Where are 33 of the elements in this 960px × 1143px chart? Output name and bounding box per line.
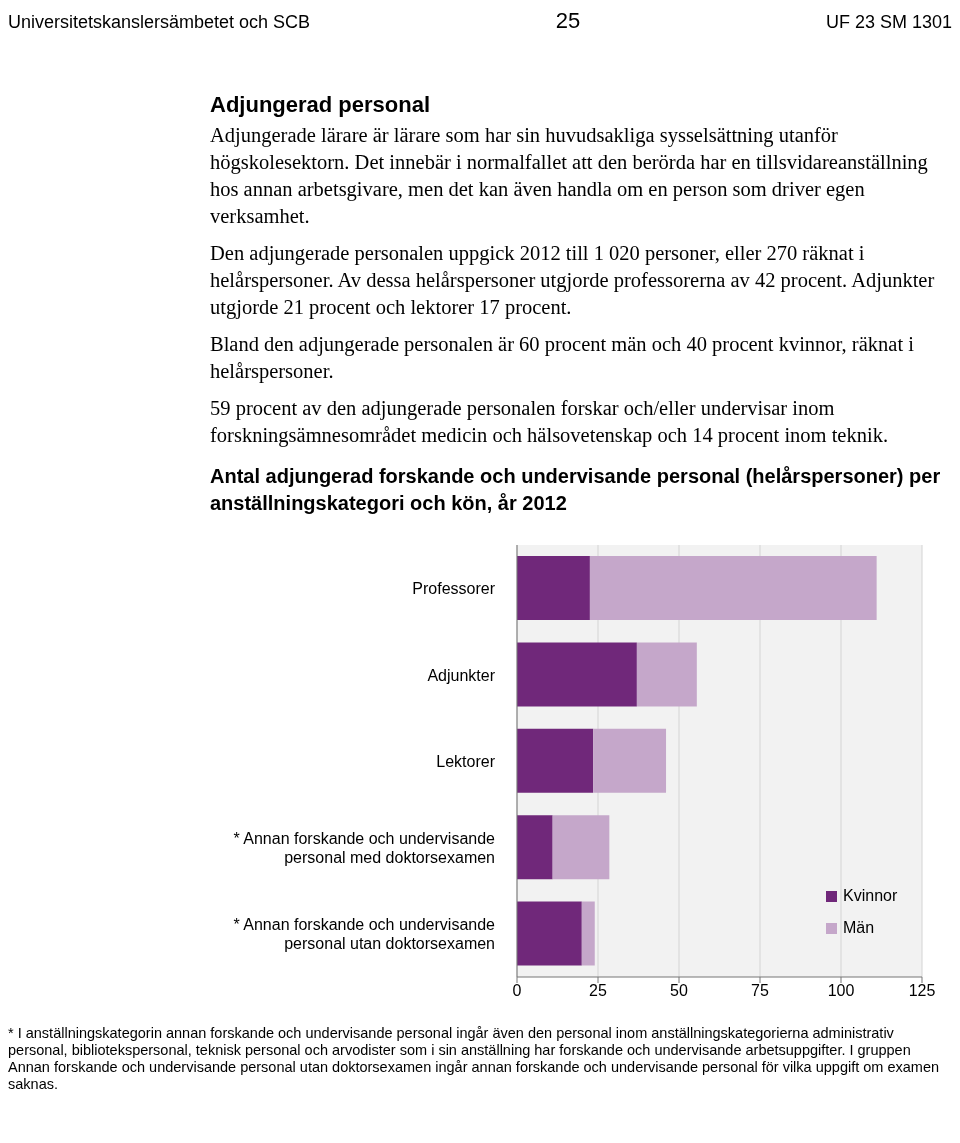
bar	[517, 728, 594, 793]
x-tick-label: 75	[751, 982, 769, 1000]
text: Adjungerad personal	[210, 92, 432, 118]
text: UF 23 SM 1301	[825, 12, 952, 33]
bar	[552, 815, 610, 880]
x-tick-label: 50	[670, 982, 688, 1000]
y-tick-label: Professorer	[412, 579, 496, 597]
text: Bland den adjungerade personalen är 60 procent män och 40 procent kvinnor, räknat i helårspersoner.	[210, 332, 915, 385]
bar	[636, 642, 697, 707]
y-tick-label: * Annan forskande och undervisande personal med doktorsexamen	[233, 829, 496, 866]
legend-label: Män	[843, 919, 875, 937]
text: 59 procent av den adjungerade personalen forskar och/eller undervisar inom forskningsämnesområdet medicin och hälsovetenskap och 14 procent inom teknik.	[210, 396, 890, 449]
bar	[517, 815, 553, 880]
y-tick-label: Adjunkter	[427, 666, 496, 684]
bar	[581, 901, 595, 966]
legend-label: Kvinnor	[843, 887, 898, 905]
x-tick-label: 125	[908, 982, 936, 1000]
chart-title: Antal adjungerad forskande och undervisande personal (helårspersoner) per anställningskategori och kön, år 2012	[210, 464, 942, 516]
y-tick-label: * Annan forskande och undervisande personal utan doktorsexamen	[233, 915, 496, 952]
text: Den adjungerade personalen uppgick 2012 till 1 020 personer, eller 270 räknat i helårspersoner. Av dessa helårspersoner utgjorde professorerna av 42 procent. Adjunkter utgjorde 21 procent och lektorer 17 procent.	[210, 241, 936, 321]
text: Adjungerade lärare är lärare som har sin huvudsakliga sysselsättning utanför högskolesektorn. Det innebär i normalfallet att den berörda har en tillsvidareanställning hos annan arbetsgivare, men det kan även handla om en person som driver egen verksamhet.	[210, 123, 929, 229]
bar	[517, 901, 582, 966]
text: 25	[555, 8, 581, 34]
x-tick-label: 25	[589, 982, 607, 1000]
bar	[589, 556, 877, 620]
bar	[517, 642, 637, 707]
bar	[593, 728, 667, 793]
x-tick-label: 0	[512, 982, 522, 1000]
text: * I anställningskategorin annan forskande och undervisande personal ingår även den personal inom anställningskategorierna administrativ personal, bibliotekspersonal, teknisk personal och arvodister som i sin anställning har forskande och undervisande arbetsuppgifter. I gruppen Annan forskande och undervisande personal utan doktorsexamen ingår annan forskande och undervisande personal för vilka uppgift om examen saknas.	[8, 1025, 940, 1093]
y-tick-label: Lektorer	[436, 752, 496, 770]
bar	[517, 556, 590, 620]
x-tick-label: 100	[827, 982, 855, 1000]
text: Universitetskanslersämbetet och SCB	[8, 12, 311, 33]
